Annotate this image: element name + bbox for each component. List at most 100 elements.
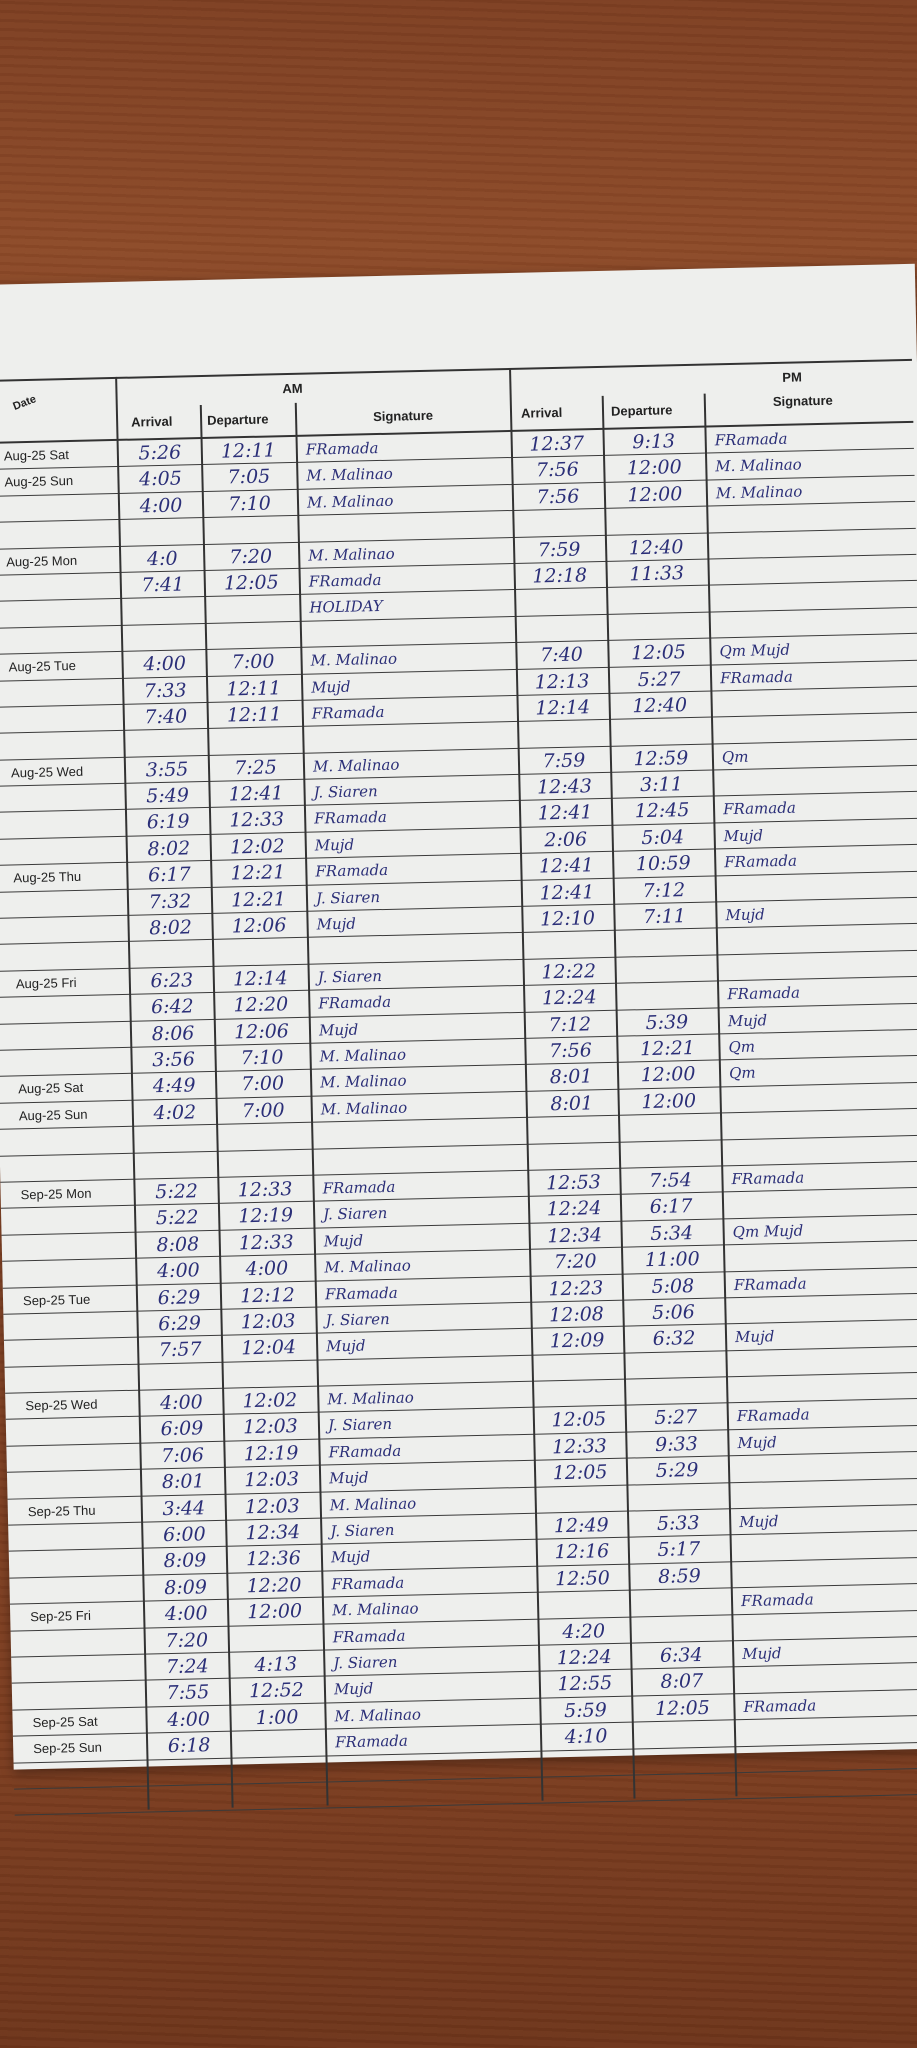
am-arrival-cell: 4:00: [167, 1707, 211, 1731]
am-arrival-cell: [123, 624, 206, 651]
am-departure-cell: 7:25: [233, 756, 278, 780]
am-arrival-cell: [149, 1758, 232, 1785]
am-arrival-cell: 8:02: [147, 837, 191, 861]
pm-departure-cell: 8:07: [660, 1670, 704, 1694]
am-signature-cell: J. Siaren: [330, 1520, 395, 1541]
pm-departure-cell: 12:21: [639, 1036, 696, 1061]
am-signature-cell: M. Malinao: [306, 465, 394, 486]
am-departure-cell: 12:33: [237, 1178, 293, 1202]
pm-signature-cell: M. Malinao: [715, 455, 802, 476]
am-departure-cell: 12:03: [244, 1468, 300, 1492]
am-arrival-cell: 4:49: [152, 1074, 196, 1098]
am-signature-cell: FRamada: [334, 1731, 409, 1752]
pm-signature-cell: [720, 1109, 917, 1139]
pm-signature-cell: Mujd: [734, 1327, 775, 1347]
am-signature-cell: J. Siaren: [325, 1309, 390, 1330]
am-arrival-cell: 4:00: [156, 1259, 200, 1283]
pm-signature-cell: Qm: [721, 747, 749, 766]
pm-arrival-cell: [526, 1116, 619, 1143]
pm-arrival-cell: 12:16: [554, 1540, 610, 1564]
pm-arrival-header: Arrival: [520, 404, 563, 421]
pm-arrival-cell: 12:41: [537, 801, 593, 825]
pm-signature-cell: Mujd: [742, 1644, 782, 1664]
pm-departure-cell: 12:40: [628, 535, 684, 559]
pm-signature-cell: [712, 766, 917, 796]
pm-departure-cell: 7:54: [648, 1169, 693, 1192]
pm-arrival-cell: [515, 615, 608, 642]
pm-arrival-cell: 12:50: [554, 1566, 611, 1591]
pm-departure-cell: 5:33: [656, 1512, 700, 1535]
pm-departure-cell: 5:06: [651, 1300, 696, 1324]
am-departure-cell: [231, 1782, 327, 1810]
date-cell: Sep-25 Sat: [32, 1713, 98, 1730]
am-departure-cell: 12:11: [226, 703, 282, 727]
date-cell: [12, 810, 126, 838]
pm-departure-cell: 5:27: [637, 667, 681, 691]
am-signature-cell: [316, 1355, 532, 1385]
am-departure-cell: 7:20: [229, 545, 273, 568]
pm-departure-cell: [633, 1773, 736, 1801]
am-departure-cell: 12:33: [238, 1230, 294, 1255]
am-signature-cell: M. Malinao: [312, 755, 400, 776]
am-arrival-cell: [122, 597, 205, 624]
pm-arrival-cell: [534, 1485, 627, 1512]
am-arrival-cell: 6:29: [158, 1312, 202, 1336]
am-signature-cell: FRamada: [324, 1283, 398, 1303]
date-cell: [17, 1048, 131, 1076]
pm-departure-cell: 11:33: [629, 562, 685, 586]
am-arrival-cell: [135, 1151, 218, 1178]
pm-arrival-cell: 8:01: [550, 1092, 594, 1116]
am-signature-cell: M. Malinao: [329, 1494, 417, 1515]
am-arrival-cell: 3:56: [152, 1048, 196, 1072]
am-signature-cell: FRamada: [331, 1573, 405, 1594]
am-arrival-cell: [149, 1785, 232, 1812]
am-departure-cell: 12:06: [231, 914, 287, 938]
pm-departure-cell: 5:34: [650, 1221, 694, 1245]
am-signature-cell: [302, 722, 518, 752]
pm-arrival-cell: 12:53: [545, 1171, 602, 1195]
date-cell: [7, 573, 121, 601]
am-arrival-cell: 6:09: [160, 1417, 204, 1441]
date-cell: Aug-25 Sat: [3, 447, 70, 464]
am-departure-cell: 12:12: [239, 1283, 296, 1307]
am-departure-cell: 12:02: [242, 1389, 298, 1413]
am-arrival-cell: 8:01: [161, 1470, 205, 1494]
am-signature-cell: [307, 933, 523, 963]
date-cell: Sep-25 Wed: [25, 1396, 98, 1414]
am-departure-cell: 12:34: [245, 1521, 301, 1545]
am-signature-cell: [311, 1118, 527, 1148]
am-signature-cell: HOLIDAY: [309, 597, 384, 617]
am-signature-cell: FRamada: [311, 702, 385, 723]
am-signature-cell: [326, 1778, 542, 1808]
am-signature-cell: M. Malinao: [319, 1045, 407, 1066]
am-arrival-cell: 6:19: [146, 810, 190, 834]
am-signature-cell: J. Siaren: [322, 1204, 388, 1224]
am-arrival-cell: 4:02: [153, 1101, 197, 1125]
pm-departure-cell: [619, 1140, 722, 1168]
am-signature-cell: M. Malinao: [310, 649, 398, 670]
date-cell: [15, 942, 129, 970]
am-arrival-cell: 7:40: [144, 705, 188, 729]
am-arrival-cell: 7:57: [158, 1338, 202, 1362]
date-cell: [31, 1628, 145, 1656]
pm-departure-cell: 5:27: [654, 1406, 698, 1430]
am-departure-cell: 12:06: [233, 1019, 290, 1044]
am-departure-cell: 12:19: [243, 1441, 299, 1466]
pm-signature-cell: [719, 1083, 917, 1113]
am-signature-cell: FRamada: [332, 1626, 406, 1646]
pm-signature-cell: [710, 687, 916, 717]
date-cell: [27, 1470, 141, 1498]
am-signature-cell: [300, 617, 516, 647]
date-cell: [25, 1364, 139, 1392]
pm-arrival-cell: 12:24: [556, 1645, 612, 1670]
date-cell: [21, 1206, 135, 1234]
am-departure-cell: 12:02: [229, 835, 285, 859]
pm-arrival-cell: 12:49: [553, 1514, 609, 1538]
pm-arrival-cell: 12:14: [535, 696, 591, 720]
date-cell: Aug-25 Sun: [18, 1106, 88, 1124]
am-signature-cell: M. Malinao: [331, 1599, 419, 1620]
pm-signature-cell: [706, 502, 912, 532]
date-cell: [19, 1127, 133, 1155]
pm-signature-cell: [724, 1294, 917, 1324]
pm-signature-cell: [709, 608, 915, 638]
